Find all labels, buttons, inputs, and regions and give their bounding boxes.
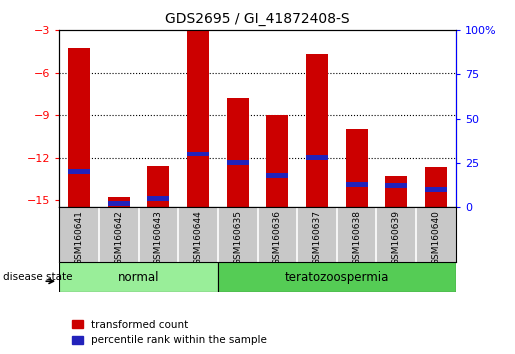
Bar <box>227 160 249 165</box>
Bar <box>306 155 328 160</box>
Bar <box>425 187 447 192</box>
Bar <box>266 115 288 207</box>
Bar <box>59 262 218 292</box>
Text: GSM160642: GSM160642 <box>114 210 123 264</box>
Bar <box>108 201 130 206</box>
Text: GSM160641: GSM160641 <box>75 210 83 265</box>
Text: GSM160638: GSM160638 <box>352 210 361 265</box>
Legend: transformed count, percentile rank within the sample: transformed count, percentile rank withi… <box>72 320 267 345</box>
Bar <box>187 30 209 207</box>
Text: GSM160637: GSM160637 <box>313 210 321 265</box>
Text: GSM160643: GSM160643 <box>154 210 163 265</box>
Text: disease state: disease state <box>3 272 72 282</box>
Bar <box>425 167 447 207</box>
Bar <box>346 182 368 187</box>
Bar <box>385 183 407 188</box>
Text: GSM160640: GSM160640 <box>432 210 440 265</box>
Title: GDS2695 / GI_41872408-S: GDS2695 / GI_41872408-S <box>165 12 350 26</box>
Bar <box>147 196 169 201</box>
Bar <box>218 262 456 292</box>
Bar <box>306 54 328 207</box>
Bar <box>68 169 90 174</box>
Text: GSM160639: GSM160639 <box>392 210 401 265</box>
Bar <box>385 176 407 207</box>
Text: GSM160644: GSM160644 <box>194 210 202 264</box>
Bar <box>147 166 169 207</box>
Text: GSM160635: GSM160635 <box>233 210 242 265</box>
Bar <box>187 152 209 156</box>
Text: GSM160636: GSM160636 <box>273 210 282 265</box>
Text: normal: normal <box>118 270 159 284</box>
Bar <box>68 48 90 207</box>
Bar <box>108 197 130 207</box>
Bar <box>346 129 368 207</box>
Bar <box>266 173 288 178</box>
Bar <box>227 98 249 207</box>
Text: teratozoospermia: teratozoospermia <box>285 270 389 284</box>
